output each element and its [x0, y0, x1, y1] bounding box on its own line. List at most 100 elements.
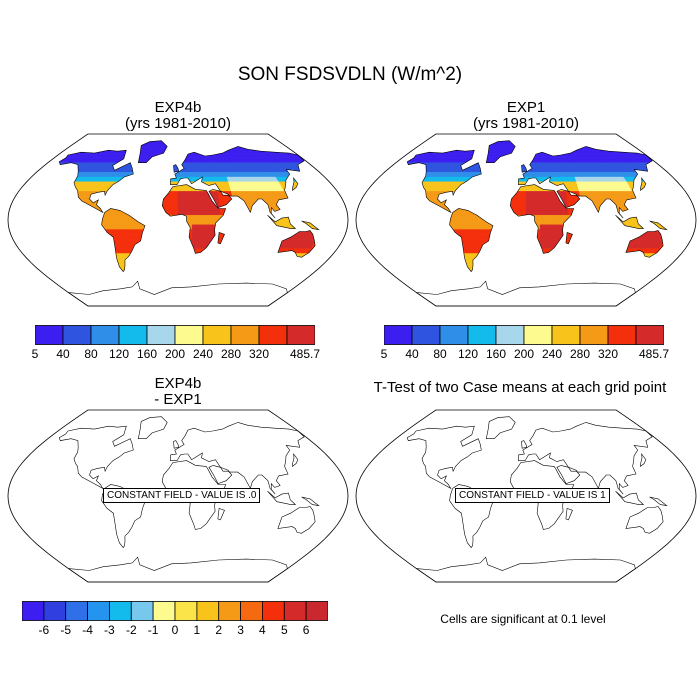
colorbar-box: [495, 325, 525, 345]
colorbar-tick-label: -5: [60, 623, 72, 637]
colorbar-tick-label: 160: [136, 347, 158, 361]
coastline-greenland: [137, 416, 168, 439]
colorbar-box: [305, 601, 328, 621]
colorbar-box: [130, 601, 154, 621]
colorbar-box: [146, 325, 176, 345]
map-panel-exp4b: [7, 133, 349, 307]
constant-field-label-ttest: CONSTANT FIELD - VALUE IS 1: [455, 488, 610, 503]
coastline-eurasia: [169, 422, 305, 495]
colorbar-box: [258, 325, 288, 345]
coastline-uk: [521, 164, 528, 173]
colorbar-tick-label: 2: [215, 623, 223, 637]
colorbar-tick-label: 485.7: [638, 347, 670, 361]
colorbar-tick-label: 6: [302, 623, 310, 637]
coastline-arabia: [208, 465, 233, 484]
coastline-south-america: [101, 208, 146, 273]
panel-title-line2: - EXP1: [154, 391, 202, 408]
colorbar-tick-label: 240: [192, 347, 214, 361]
coastline-australia: [277, 506, 316, 534]
colorbar-box: [109, 601, 132, 621]
panel-title-line1: EXP1: [506, 99, 546, 116]
colorbar-tick-label: 40: [405, 347, 419, 361]
coastline-madagascar: [217, 507, 225, 521]
colorbar-box: [174, 601, 198, 621]
colorbar-tick-label: 5: [280, 623, 288, 637]
coastline-eurasia: [517, 422, 653, 495]
colorbar-box: [22, 601, 45, 621]
coastline-madagascar: [565, 507, 573, 521]
coastline-uk: [173, 440, 180, 449]
colorbar-tick-label: 1: [193, 623, 201, 637]
coastline-japan: [640, 176, 647, 192]
colorbar-tick-label: -3: [104, 623, 115, 637]
coastline-australia: [625, 506, 664, 534]
coastline-new-guinea: [301, 220, 320, 231]
map-border: [7, 409, 349, 583]
colorbar-tick-label: 80: [433, 347, 447, 361]
coastline-indonesia: [615, 214, 645, 229]
colorbar-tick-label: 320: [248, 347, 270, 361]
colorbar-box: [43, 601, 67, 621]
colorbar-box: [607, 325, 637, 345]
colorbar-box: [152, 601, 176, 621]
coastline-japan: [640, 452, 647, 468]
colorbar-exp4b: [35, 325, 315, 345]
colorbar-tick-label: 5: [380, 347, 388, 361]
colorbar-tick-label: 3: [237, 623, 244, 637]
coastline-north-america: [406, 425, 482, 490]
colorbar-tick-label: 485.7: [289, 347, 321, 361]
main-title: SON FSDSVDLN (W/m^2): [237, 64, 463, 85]
map-border: [355, 409, 697, 583]
panel-title-difference: EXP4b - EXP1: [78, 376, 278, 408]
coastline-indonesia: [267, 214, 297, 229]
colorbar-box: [523, 325, 553, 345]
colorbar-tick-label: -1: [147, 623, 159, 637]
coastline-greenland: [485, 140, 516, 163]
colorbar-box: [90, 325, 120, 345]
coastline-madagascar: [217, 231, 225, 245]
map-panel-exp1: [355, 133, 697, 307]
colorbar-tick-label: -6: [38, 623, 50, 637]
colorbar-box: [87, 601, 110, 621]
colorbar-box: [551, 325, 581, 345]
coastline-arabia: [208, 189, 233, 208]
coastline-north-america: [406, 149, 482, 214]
constant-field-label-difference: CONSTANT FIELD - VALUE IS .0: [103, 488, 261, 503]
coastline-australia: [277, 230, 316, 258]
colorbar-tick-label: 320: [597, 347, 619, 361]
colorbar-tick-label: -4: [82, 623, 93, 637]
coastline-australia: [625, 230, 664, 258]
colorbar-box: [439, 325, 469, 345]
coastline-arabia: [556, 465, 581, 484]
colorbar-box: [261, 601, 285, 621]
colorbar-tick-label: 5: [31, 347, 39, 361]
panel-title-line1: EXP4b: [154, 99, 202, 116]
coastline-uk: [521, 440, 528, 449]
colorbar-tick-label: 280: [569, 347, 591, 361]
colorbar-box: [286, 325, 315, 345]
colorbar-tick-label: 4: [259, 623, 266, 637]
coastline-north-america: [58, 149, 134, 214]
panel-title-line2: (yrs 1981-2010): [125, 115, 231, 132]
colorbar-tick-label: 200: [513, 347, 535, 361]
colorbar-tick-label: 120: [457, 347, 479, 361]
coastline-uk: [173, 164, 180, 173]
panel-title-line1: EXP4b: [154, 375, 202, 392]
colorbar-box: [62, 325, 92, 345]
colorbar-tick-label: 240: [541, 347, 563, 361]
coastline-eurasia: [169, 146, 305, 219]
coastline-africa: [509, 184, 575, 254]
panel-title-line2: (yrs 1981-2010): [473, 115, 579, 132]
colorbar-tick-label: 160: [485, 347, 507, 361]
coastline-greenland: [137, 140, 168, 163]
panel-title-exp1: EXP1 (yrs 1981-2010): [426, 100, 626, 132]
coastline-north-america: [58, 425, 134, 490]
colorbar-box: [467, 325, 497, 345]
coastline-south-america: [449, 208, 494, 273]
coastline-eurasia: [517, 146, 653, 219]
coastline-indonesia: [267, 490, 297, 505]
colorbar-box: [218, 601, 241, 621]
coastline-greenland: [485, 416, 516, 439]
coastline-new-guinea: [649, 220, 668, 231]
colorbar-box: [635, 325, 664, 345]
